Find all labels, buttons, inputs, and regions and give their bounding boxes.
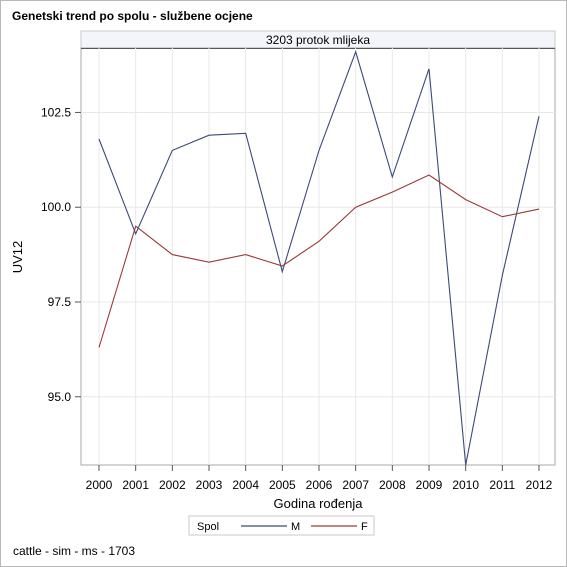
y-tick-label: 95.0: [48, 390, 72, 404]
x-tick-label: 2010: [452, 478, 479, 492]
x-tick-label: 2007: [342, 478, 369, 492]
y-tick-label: 102.5: [41, 105, 71, 119]
x-tick-label: 2009: [416, 478, 443, 492]
x-tick-label: 2002: [159, 478, 186, 492]
x-tick-label: 2006: [306, 478, 333, 492]
x-tick-label: 2005: [269, 478, 296, 492]
y-tick-label: 97.5: [48, 295, 72, 309]
x-tick-label: 2000: [86, 478, 113, 492]
series-line-f: [98, 174, 540, 348]
y-tick-label: 100.0: [41, 200, 71, 214]
x-tick-label: 2001: [122, 478, 149, 492]
x-tick-label: 2003: [196, 478, 223, 492]
legend-label-f: F: [361, 521, 368, 533]
legend-label-m: M: [291, 521, 300, 533]
y-axis-label: UV12: [10, 241, 25, 274]
plot-area: [80, 47, 556, 466]
panel-title: 3203 protok mlijeka: [266, 33, 370, 47]
legend-title: Spol: [197, 521, 219, 533]
x-tick-label: 2012: [526, 478, 553, 492]
page-title: Genetski trend po spolu - službene ocjen…: [12, 9, 253, 23]
series-line-m: [98, 50, 540, 466]
x-tick-label: 2008: [379, 478, 406, 492]
x-tick-label: 2004: [232, 478, 259, 492]
x-axis-label: Godina rođenja: [274, 496, 364, 511]
x-tick-label: 2011: [489, 478, 515, 492]
footnote: cattle - sim - ms - 1703: [13, 544, 136, 558]
